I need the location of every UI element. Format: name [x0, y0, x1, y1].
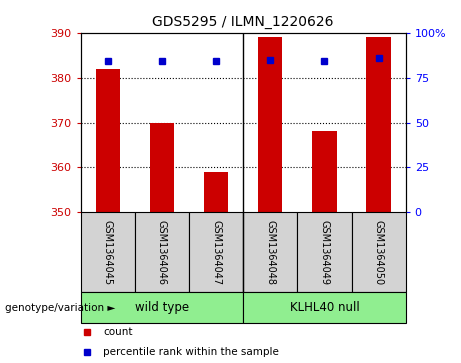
Bar: [189, 212, 243, 292]
Bar: [150, 123, 174, 212]
Bar: [81, 292, 243, 323]
Bar: [312, 131, 337, 212]
Bar: [81, 212, 135, 292]
Text: GSM1364046: GSM1364046: [157, 220, 167, 285]
Bar: [352, 212, 406, 292]
Bar: [297, 212, 352, 292]
Text: GSM1364049: GSM1364049: [319, 220, 330, 285]
Text: KLHL40 null: KLHL40 null: [290, 301, 359, 314]
Bar: [204, 172, 228, 212]
Text: wild type: wild type: [135, 301, 189, 314]
Text: genotype/variation ►: genotype/variation ►: [5, 303, 115, 313]
Text: count: count: [103, 327, 133, 337]
Bar: [243, 212, 297, 292]
Text: percentile rank within the sample: percentile rank within the sample: [103, 347, 279, 357]
Bar: [95, 69, 120, 212]
Bar: [243, 292, 406, 323]
Bar: [135, 212, 189, 292]
Bar: [366, 37, 391, 212]
Bar: [258, 37, 283, 212]
Title: GDS5295 / ILMN_1220626: GDS5295 / ILMN_1220626: [153, 15, 334, 29]
Text: GSM1364047: GSM1364047: [211, 220, 221, 285]
Text: GSM1364050: GSM1364050: [373, 220, 384, 285]
Text: GSM1364045: GSM1364045: [103, 220, 113, 285]
Text: GSM1364048: GSM1364048: [265, 220, 275, 285]
